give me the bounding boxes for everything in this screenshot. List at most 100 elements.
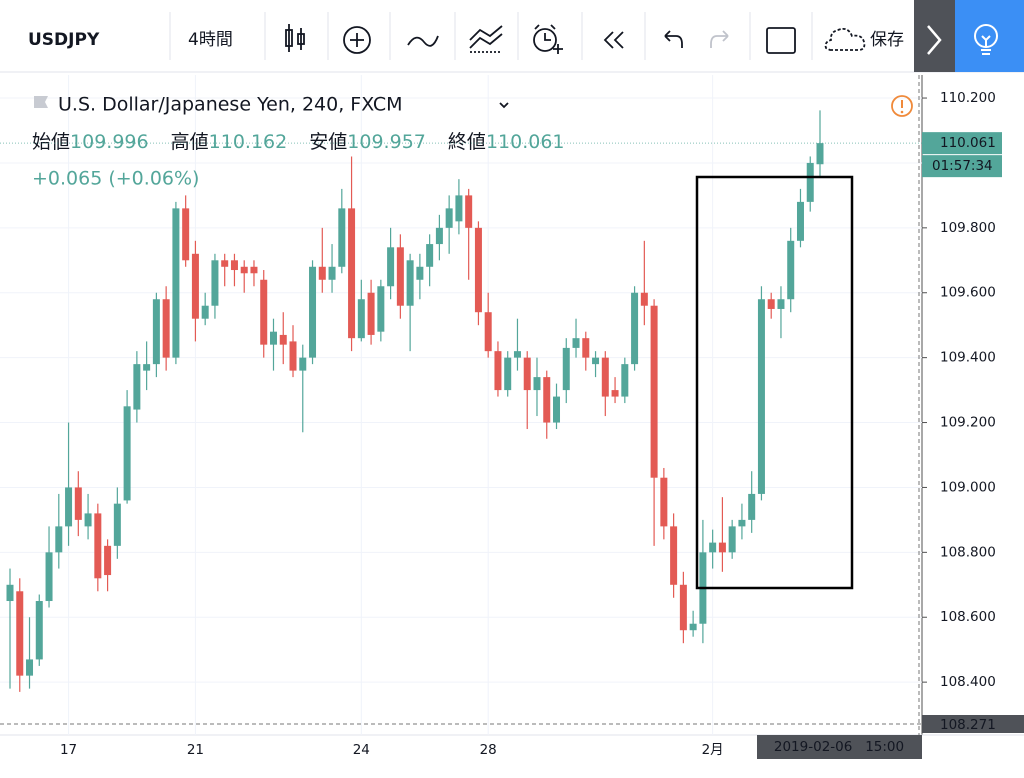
candle-body — [718, 542, 726, 553]
y-tick-label: 109.000 — [940, 479, 996, 495]
candles — [6, 110, 824, 692]
toolbar-separators — [169, 12, 813, 60]
candle-body — [416, 266, 424, 280]
x-tick-label: 17 — [60, 742, 77, 758]
compare-button[interactable] — [407, 35, 439, 47]
candle-body — [396, 247, 404, 306]
candle-body — [562, 347, 570, 391]
candle-body — [738, 519, 746, 527]
candle-body — [640, 292, 648, 306]
drawing-button[interactable] — [469, 25, 503, 53]
title-caret — [499, 102, 509, 109]
fullscreen-button[interactable] — [766, 27, 796, 54]
close-label: 終値 — [448, 131, 486, 153]
candle-body — [767, 299, 775, 309]
symbol-button[interactable]: USDJPY — [28, 30, 100, 50]
candle-body — [279, 334, 287, 345]
candle-body — [796, 201, 804, 241]
candle-body — [806, 162, 814, 202]
candle-body — [211, 260, 219, 306]
open-value: 109.996 — [70, 131, 149, 153]
open-label: 始値 — [32, 131, 70, 153]
candle-body — [523, 357, 531, 391]
y-tick-label: 110.200 — [940, 90, 996, 106]
candle-body — [660, 477, 668, 527]
warning-icon[interactable] — [891, 95, 913, 117]
countdown-box — [922, 155, 1002, 178]
candle-body — [133, 364, 141, 410]
replay-button[interactable] — [603, 31, 624, 49]
candle-body — [16, 591, 24, 676]
candle-body — [309, 266, 317, 358]
save-button[interactable]: 保存 — [870, 30, 904, 50]
y-tick-label: 109.600 — [940, 285, 996, 301]
last-price-label: 110.061 — [940, 135, 996, 151]
chart-type-button[interactable] — [285, 24, 305, 52]
close-value: 110.061 — [486, 131, 565, 153]
candle-body — [250, 266, 258, 274]
candle-body — [26, 659, 34, 676]
candle-body — [816, 143, 824, 165]
candle-body — [474, 227, 482, 313]
y-tick-label: 109.800 — [940, 220, 996, 236]
candle-body — [318, 266, 326, 280]
crosshair-time-box — [757, 735, 922, 759]
undo-button[interactable] — [664, 30, 683, 48]
candle-body — [143, 364, 151, 371]
candle-body — [113, 503, 121, 546]
candle-body — [592, 357, 600, 365]
alert-button[interactable] — [533, 24, 563, 54]
change-value: +0.065 (+0.06%) — [32, 168, 199, 190]
candle-body — [757, 299, 765, 494]
candle-body — [84, 513, 92, 527]
candle-body — [152, 299, 160, 365]
candle-body — [455, 195, 463, 222]
candle-body — [621, 364, 629, 397]
candle-body — [328, 266, 336, 280]
candle-body — [230, 260, 238, 271]
crosshair-time-label: 2019-02-06 15:00 — [774, 739, 904, 755]
candle-body — [172, 208, 180, 358]
candle-body — [611, 390, 619, 397]
candle-body — [543, 377, 551, 423]
redo-button[interactable] — [710, 30, 729, 48]
candle-body — [123, 406, 131, 501]
candle-body — [777, 299, 785, 309]
candle-body — [494, 351, 502, 391]
rectangle-drawing[interactable] — [695, 175, 854, 590]
candle-body — [357, 299, 365, 339]
y-tick-label: 108.600 — [940, 609, 996, 625]
indicator-button[interactable] — [343, 26, 371, 54]
candle-body — [348, 208, 356, 339]
toolbar-icons — [285, 24, 866, 54]
candle-body — [553, 396, 561, 423]
candle-body — [445, 208, 453, 228]
bulb-icon — [974, 24, 998, 55]
ohlc-legend: 始値109.996 高値110.162 安値109.957 終値110.061 — [32, 131, 565, 153]
candle-body — [387, 247, 395, 287]
candle-body — [289, 341, 297, 371]
low-label: 安値 — [309, 131, 347, 153]
candle-body — [162, 299, 170, 358]
x-tick-label: 21 — [187, 742, 204, 758]
candle-body — [465, 195, 473, 228]
x-tick-label: 2月 — [702, 742, 724, 758]
candle-body — [406, 260, 414, 306]
last-price-box — [922, 132, 1002, 155]
interval-button[interactable]: 4時間 — [188, 30, 233, 50]
candle-body — [260, 279, 268, 345]
candle-body — [221, 260, 229, 267]
candle-body — [55, 526, 63, 553]
candle-body — [338, 208, 346, 267]
candle-body — [572, 338, 580, 348]
y-tick-label: 109.200 — [940, 415, 996, 431]
candle-body — [426, 244, 434, 267]
expand-button[interactable] — [914, 0, 955, 72]
candle-body — [74, 487, 82, 520]
high-value: 110.162 — [209, 131, 288, 153]
candle-body — [6, 584, 14, 602]
overlay: 108.400 108.600 108.800 109.000 109.200 109.4… — [0, 75, 1024, 759]
candle-body — [748, 493, 756, 520]
